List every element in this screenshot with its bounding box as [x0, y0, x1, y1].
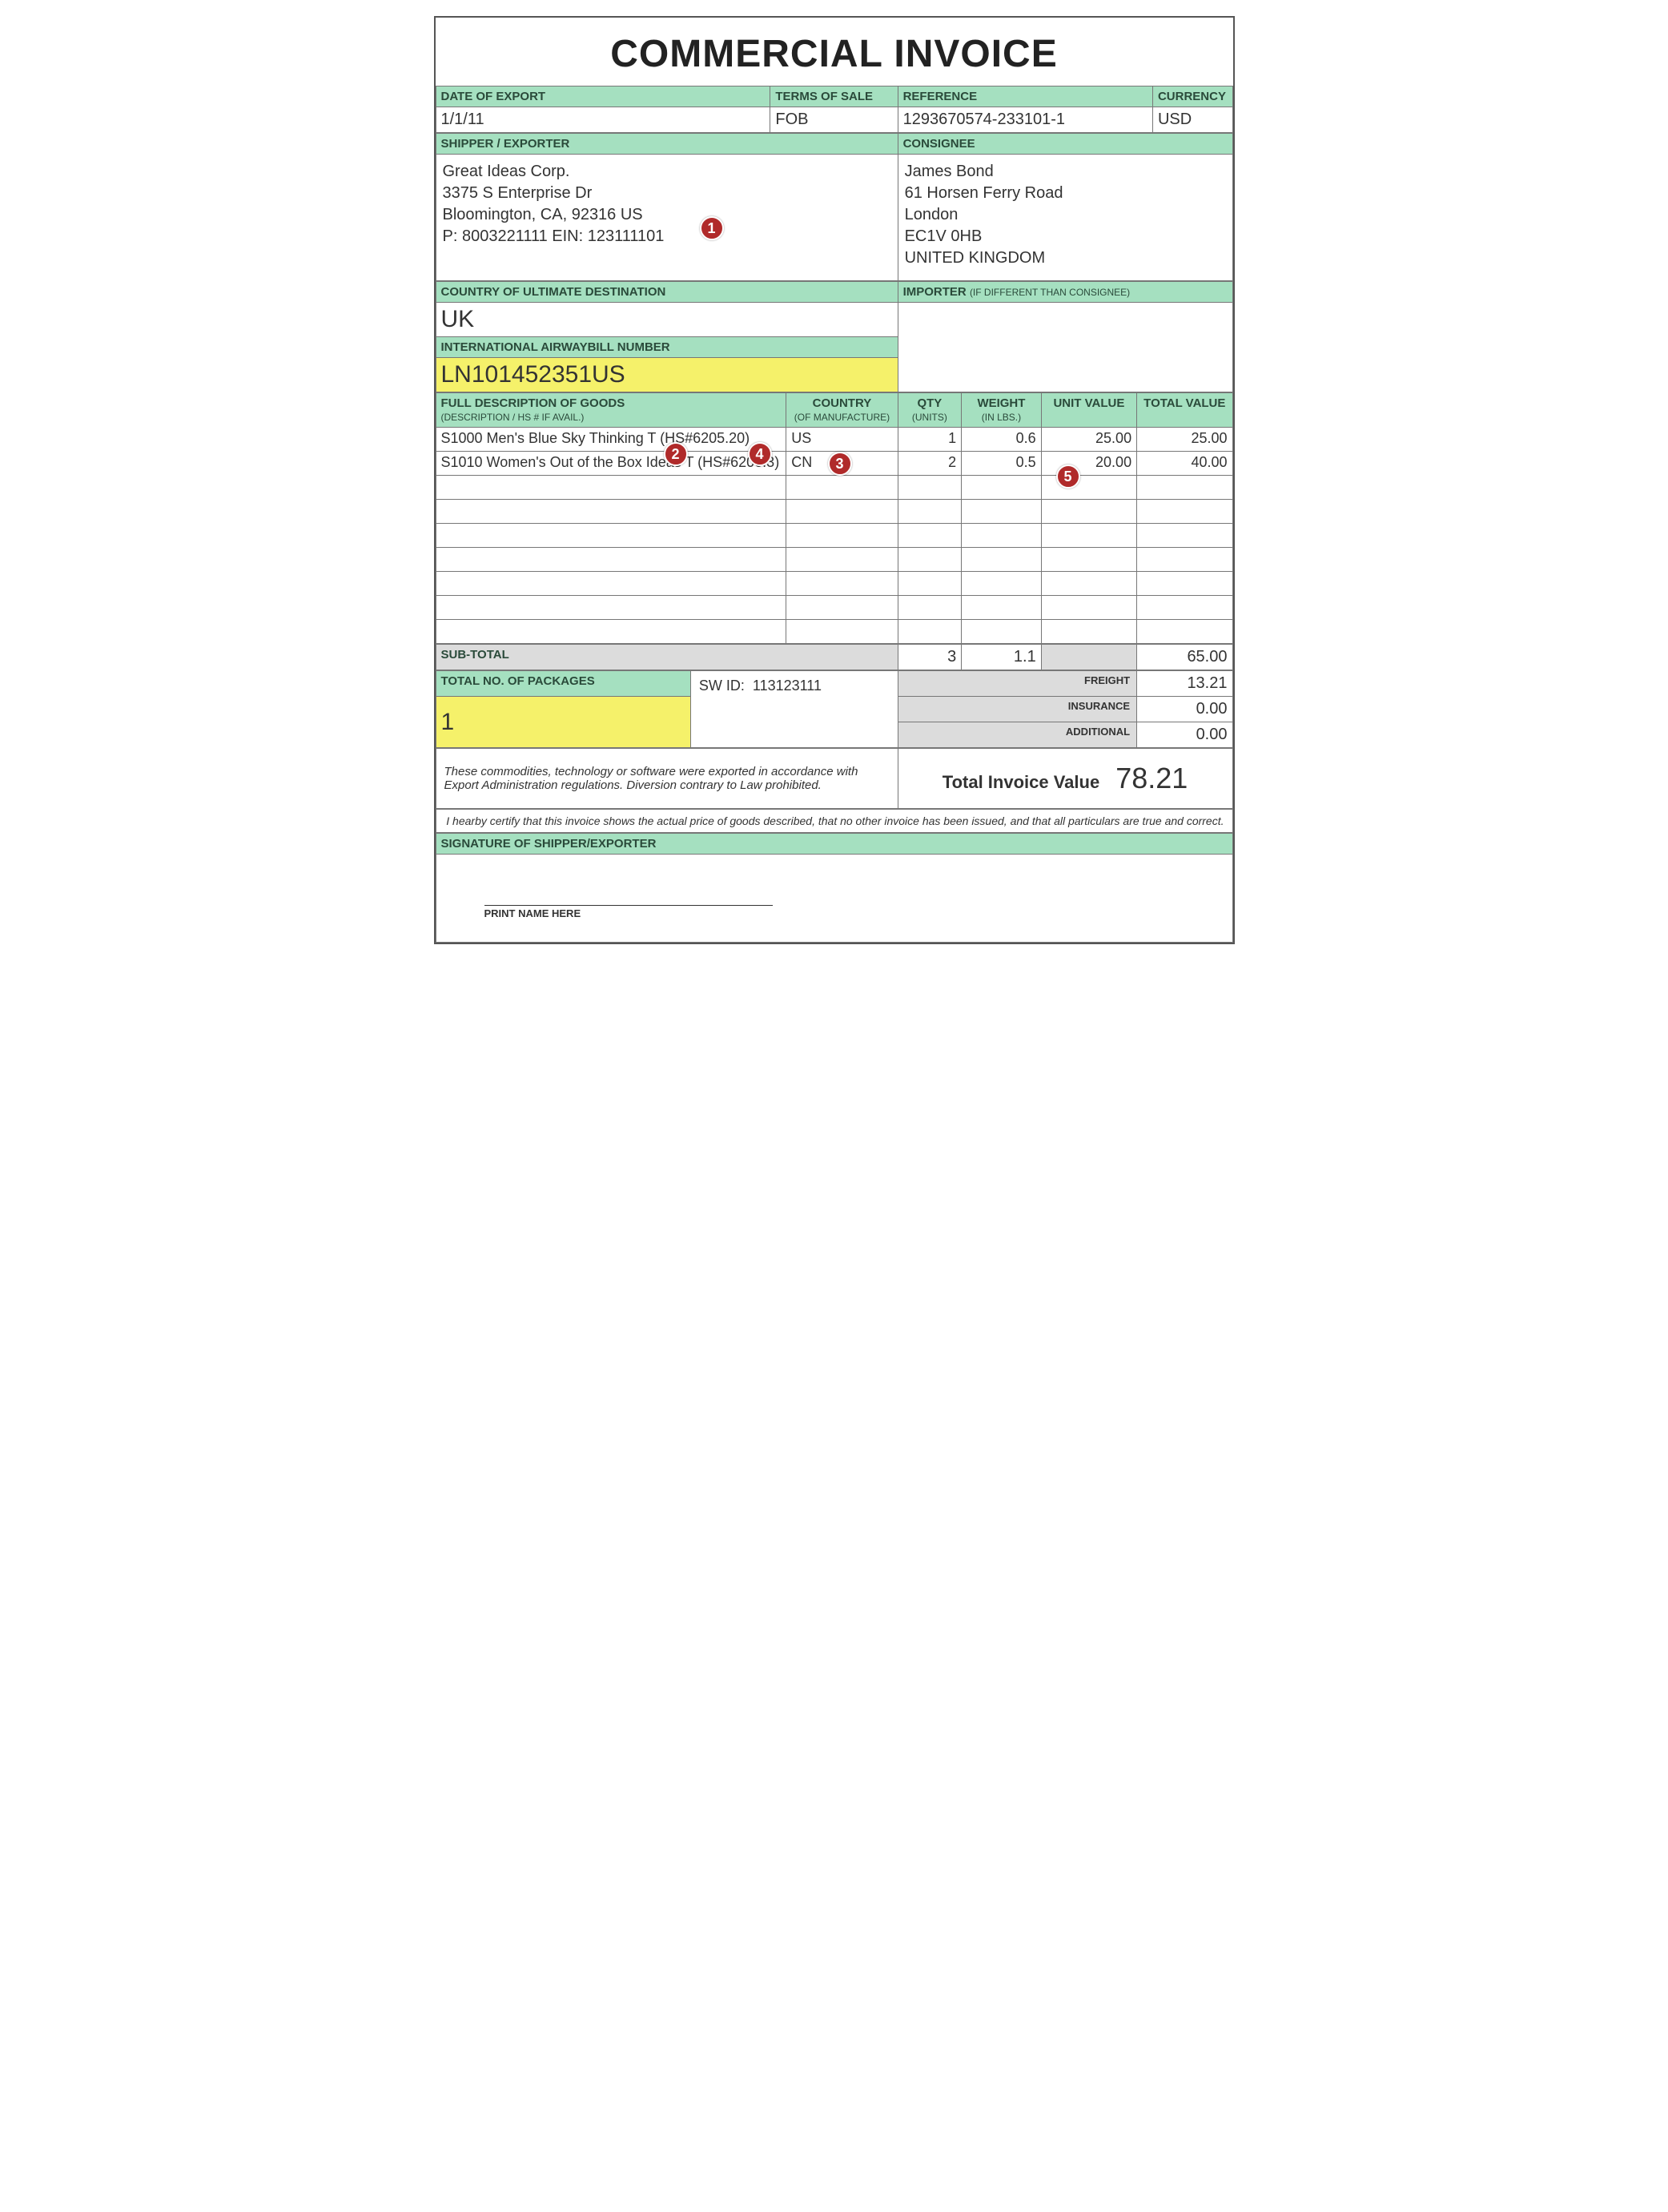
signature-area: PRINT NAME HERE [436, 855, 1232, 943]
packages-charges-table: TOTAL NO. OF PACKAGES SW ID: 113123111 F… [436, 670, 1233, 748]
subtotal-weight: 1.1 [962, 645, 1042, 670]
consignee-label: CONSIGNEE [898, 134, 1232, 155]
importer-value [898, 303, 1232, 392]
empty-line-item [436, 548, 1232, 572]
insurance-label: INSURANCE [898, 697, 1137, 722]
certification-table: I hearby certify that this invoice shows… [436, 809, 1233, 833]
col-qty-sub: (UNITS) [912, 412, 947, 423]
commercial-invoice: COMMERCIAL INVOICE DATE OF EXPORT TERMS … [434, 16, 1235, 944]
item-weight: 0.6 [962, 428, 1042, 452]
additional-value: 0.00 [1137, 722, 1232, 748]
date-export-value: 1/1/11 [436, 107, 770, 133]
currency-label: CURRENCY [1152, 86, 1232, 107]
annotation-badge-5: 5 [1056, 465, 1080, 489]
goods-table: FULL DESCRIPTION OF GOODS (DESCRIPTION /… [436, 392, 1233, 644]
item-total: 40.00 [1137, 452, 1232, 476]
packages-value: 1 [436, 697, 690, 748]
currency-value: USD [1152, 107, 1232, 133]
col-total-value: TOTAL VALUE [1137, 393, 1232, 428]
empty-line-item [436, 524, 1232, 548]
destination-value: UK [436, 303, 898, 337]
signature-label: SIGNATURE OF SHIPPER/EXPORTER [436, 834, 1232, 855]
importer-label: IMPORTER (IF DIFFERENT THAN CONSIGNEE) [898, 282, 1232, 303]
col-country-text: COUNTRY [813, 396, 872, 410]
sw-id-cell: SW ID: 113123111 [690, 671, 898, 748]
freight-value: 13.21 [1137, 671, 1232, 697]
awb-value: LN101452351US [436, 358, 898, 392]
insurance-value: 0.00 [1137, 697, 1232, 722]
col-desc-sub: (DESCRIPTION / HS # IF AVAIL.) [441, 412, 585, 423]
empty-line-item [436, 476, 1232, 500]
subtotal-qty: 3 [898, 645, 962, 670]
empty-line-item [436, 596, 1232, 620]
document-title: COMMERCIAL INVOICE [436, 18, 1233, 86]
signature-table: SIGNATURE OF SHIPPER/EXPORTER PRINT NAME… [436, 833, 1233, 943]
freight-label: FREIGHT [898, 671, 1137, 697]
sw-id-value: 113123111 [753, 678, 822, 694]
terms-sale-label: TERMS OF SALE [770, 86, 898, 107]
destination-table: COUNTRY OF ULTIMATE DESTINATION IMPORTER… [436, 281, 1233, 392]
total-invoice-label: Total Invoice Value [943, 772, 1099, 792]
line-item: S1000 Men's Blue Sky Thinking T (HS#6205… [436, 428, 1232, 452]
export-disclaimer: These commodities, technology or softwar… [436, 749, 898, 809]
parties-table: SHIPPER / EXPORTER CONSIGNEE Great Ideas… [436, 133, 1233, 281]
packages-label: TOTAL NO. OF PACKAGES [436, 671, 690, 697]
reference-label: REFERENCE [898, 86, 1152, 107]
subtotal-table: SUB-TOTAL 3 1.1 65.00 [436, 644, 1233, 670]
empty-line-item [436, 500, 1232, 524]
shipper-value: Great Ideas Corp.3375 S Enterprise DrBlo… [436, 155, 898, 281]
col-qty-text: QTY [917, 396, 942, 410]
subtotal-label: SUB-TOTAL [436, 645, 898, 670]
date-export-label: DATE OF EXPORT [436, 86, 770, 107]
item-qty: 2 [898, 452, 962, 476]
col-unit-value: UNIT VALUE [1041, 393, 1136, 428]
certification-text: I hearby certify that this invoice shows… [436, 810, 1232, 833]
item-qty: 1 [898, 428, 962, 452]
sw-id-label: SW ID: [699, 678, 745, 694]
col-description: FULL DESCRIPTION OF GOODS (DESCRIPTION /… [436, 393, 786, 428]
importer-label-text: IMPORTER [903, 285, 967, 299]
total-invoice-value: 78.21 [1115, 762, 1188, 794]
subtotal-blank [1041, 645, 1136, 670]
col-country: COUNTRY (OF MANUFACTURE) [786, 393, 898, 428]
col-weight: WEIGHT (IN LBS.) [962, 393, 1042, 428]
header-table: DATE OF EXPORT TERMS OF SALE REFERENCE C… [436, 86, 1233, 133]
subtotal-total: 65.00 [1137, 645, 1232, 670]
col-qty: QTY (UNITS) [898, 393, 962, 428]
col-weight-text: WEIGHT [977, 396, 1025, 410]
empty-line-item [436, 572, 1232, 596]
importer-sublabel: (IF DIFFERENT THAN CONSIGNEE) [970, 287, 1130, 298]
item-unit: 20.00 [1041, 452, 1136, 476]
annotation-badge-2: 2 [664, 442, 688, 466]
total-invoice-cell: Total Invoice Value 78.21 [898, 749, 1232, 809]
item-desc: S1010 Women's Out of the Box Ideas T (HS… [436, 452, 786, 476]
item-country: US [786, 428, 898, 452]
total-table: These commodities, technology or softwar… [436, 748, 1233, 809]
consignee-value: James Bond61 Horsen Ferry RoadLondonEC1V… [898, 155, 1232, 281]
item-total: 25.00 [1137, 428, 1232, 452]
reference-value: 1293670574-233101-1 [898, 107, 1152, 133]
additional-label: ADDITIONAL [898, 722, 1137, 748]
col-weight-sub: (IN LBS.) [982, 412, 1021, 423]
item-unit: 25.00 [1041, 428, 1136, 452]
destination-label: COUNTRY OF ULTIMATE DESTINATION [436, 282, 898, 303]
terms-sale-value: FOB [770, 107, 898, 133]
col-desc-text: FULL DESCRIPTION OF GOODS [441, 396, 625, 410]
annotation-badge-3: 3 [828, 452, 852, 476]
awb-label: INTERNATIONAL AIRWAYBILL NUMBER [436, 337, 898, 358]
col-country-sub: (OF MANUFACTURE) [794, 412, 890, 423]
item-desc: S1000 Men's Blue Sky Thinking T (HS#6205… [436, 428, 786, 452]
item-weight: 0.5 [962, 452, 1042, 476]
empty-line-item [436, 620, 1232, 644]
annotation-badge-4: 4 [748, 442, 772, 466]
shipper-label: SHIPPER / EXPORTER [436, 134, 898, 155]
print-name-label: PRINT NAME HERE [484, 905, 773, 919]
annotation-badge-1: 1 [700, 216, 724, 240]
